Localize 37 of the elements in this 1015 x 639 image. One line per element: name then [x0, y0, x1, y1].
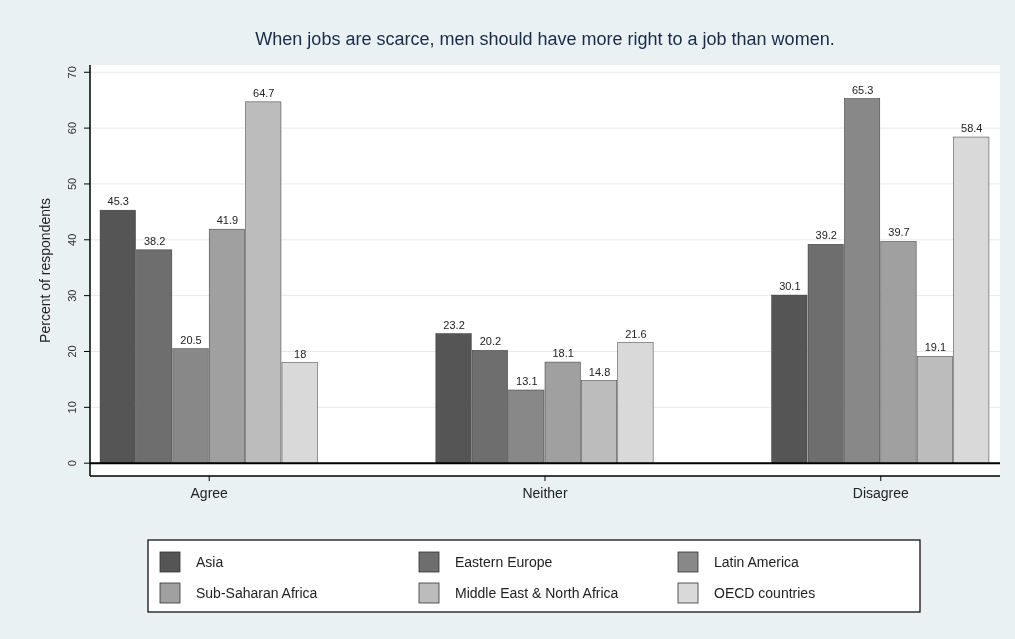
- x-tick-label: Neither: [522, 485, 568, 501]
- legend-label: Latin America: [714, 554, 800, 570]
- y-tick-label: 0: [66, 460, 78, 467]
- y-tick-label: 50: [66, 177, 78, 191]
- data-label: 41.9: [216, 214, 239, 227]
- y-tick-label: 70: [66, 66, 78, 79]
- legend-label: Eastern Europe: [455, 554, 553, 570]
- y-tick-label: 40: [66, 233, 78, 246]
- data-label: 20.2: [479, 335, 502, 348]
- data-label: 20.5: [180, 333, 202, 346]
- data-label: 30.1: [779, 280, 801, 293]
- data-label: 21.6: [625, 327, 647, 340]
- data-label: 38.2: [143, 234, 166, 247]
- data-label: 23.2: [443, 318, 465, 331]
- chart-title: When jobs are scarce, men should have more right to a job than women.: [255, 29, 835, 49]
- y-tick-label: 60: [66, 121, 78, 135]
- legend-label: Asia: [196, 554, 224, 570]
- data-label: 18: [294, 347, 307, 360]
- data-label: 65.3: [851, 83, 874, 96]
- data-label: 19.1: [924, 341, 947, 354]
- y-tick-label: 20: [66, 345, 78, 358]
- y-tick-label: 10: [66, 401, 78, 414]
- y-tick-label: 30: [66, 289, 78, 302]
- x-tick-label: Agree: [190, 485, 229, 501]
- y-axis-title: Percent of respondents: [37, 198, 53, 343]
- legend-label: OECD countries: [714, 585, 816, 601]
- data-label: 13.1: [516, 375, 538, 387]
- legend-label: Middle East & North Africa: [455, 585, 619, 601]
- data-label: 18.1: [552, 347, 574, 360]
- x-tick-label: Disagree: [852, 485, 910, 501]
- data-label: 39.2: [815, 229, 837, 242]
- data-label: 58.4: [961, 122, 983, 135]
- data-label: 45.3: [107, 195, 129, 208]
- data-label: 14.8: [588, 365, 611, 378]
- data-label: 39.7: [888, 226, 910, 239]
- legend-label: Sub-Saharan Africa: [196, 585, 318, 601]
- data-label: 64.7: [253, 86, 275, 99]
